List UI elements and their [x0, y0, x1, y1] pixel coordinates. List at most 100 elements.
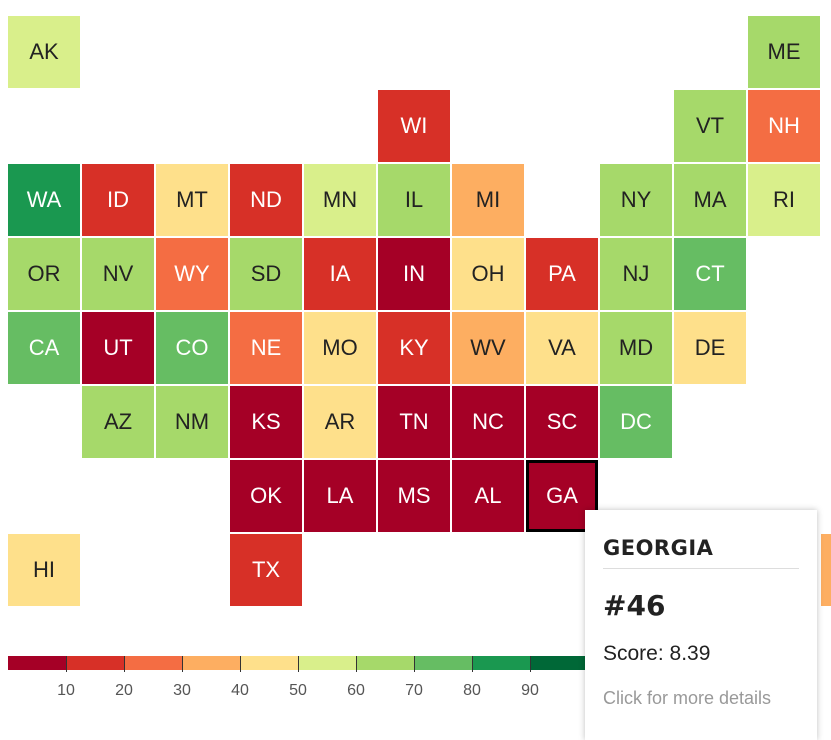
- state-tile-co[interactable]: CO: [156, 312, 228, 384]
- legend-tick: [356, 656, 357, 672]
- legend-tick-label: 80: [463, 682, 481, 699]
- legend-swatch: [356, 656, 414, 670]
- state-label: MD: [618, 335, 654, 360]
- state-label: CO: [175, 335, 209, 360]
- state-tile-pa[interactable]: PA: [526, 238, 598, 310]
- state-tile-tn[interactable]: TN: [378, 386, 450, 458]
- state-tile-wv[interactable]: WV: [452, 312, 524, 384]
- state-label: TX: [251, 557, 281, 582]
- state-tile-wi[interactable]: WI: [378, 90, 450, 162]
- state-tile-in[interactable]: IN: [378, 238, 450, 310]
- state-tile-ri[interactable]: RI: [748, 164, 820, 236]
- legend-swatch: [8, 656, 66, 670]
- state-tile-ks[interactable]: KS: [230, 386, 302, 458]
- state-tile-oh[interactable]: OH: [452, 238, 524, 310]
- state-tile-nj[interactable]: NJ: [600, 238, 672, 310]
- state-label: ID: [107, 187, 129, 212]
- state-tile-ga[interactable]: GA: [526, 460, 598, 532]
- state-tile-ca[interactable]: CA: [8, 312, 80, 384]
- state-label: ME: [767, 39, 801, 64]
- state-tile-nm[interactable]: NM: [156, 386, 228, 458]
- state-label: NM: [174, 409, 210, 434]
- state-tile-tx[interactable]: TX: [230, 534, 302, 606]
- state-tile-fl[interactable]: [821, 534, 831, 606]
- state-tile-az[interactable]: AZ: [82, 386, 154, 458]
- state-label: TN: [399, 409, 429, 434]
- state-label: AZ: [103, 409, 133, 434]
- legend-tick-label: 60: [347, 682, 365, 699]
- state-tile-la[interactable]: LA: [304, 460, 376, 532]
- state-tile-id[interactable]: ID: [82, 164, 154, 236]
- tooltip-rank: #46: [603, 589, 666, 622]
- state-tile-ms[interactable]: MS: [378, 460, 450, 532]
- state-tile-nv[interactable]: NV: [82, 238, 154, 310]
- state-tile-ar[interactable]: AR: [304, 386, 376, 458]
- state-label: CT: [695, 261, 725, 286]
- state-tooltip: GEORGIA #46 Score: 8.39 Click for more d…: [585, 510, 817, 740]
- state-label: AL: [474, 483, 502, 508]
- state-tile-nc[interactable]: NC: [452, 386, 524, 458]
- state-tile-ne[interactable]: NE: [230, 312, 302, 384]
- legend-tick: [530, 656, 531, 672]
- state-label: WA: [26, 187, 62, 212]
- state-tile-ia[interactable]: IA: [304, 238, 376, 310]
- state-label: PA: [548, 261, 576, 286]
- state-tile-ut[interactable]: UT: [82, 312, 154, 384]
- state-label: MO: [322, 335, 358, 360]
- state-tile-sd[interactable]: SD: [230, 238, 302, 310]
- state-tile-il[interactable]: IL: [378, 164, 450, 236]
- state-label: SC: [546, 409, 578, 434]
- state-label: OH: [471, 261, 505, 286]
- legend-tick-label: 50: [289, 682, 307, 699]
- state-tile-mo[interactable]: MO: [304, 312, 376, 384]
- state-label: IL: [404, 187, 424, 212]
- state-tile-md[interactable]: MD: [600, 312, 672, 384]
- state-label: NH: [768, 113, 800, 138]
- state-label: NE: [250, 335, 282, 360]
- state-label: KS: [251, 409, 281, 434]
- state-label: IN: [403, 261, 425, 286]
- state-label: GA: [546, 483, 578, 508]
- state-tile-wy[interactable]: WY: [156, 238, 228, 310]
- state-tile-al[interactable]: AL: [452, 460, 524, 532]
- state-label: KY: [399, 335, 429, 360]
- legend-swatch: [472, 656, 530, 670]
- state-tile-nh[interactable]: NH: [748, 90, 820, 162]
- color-scale-legend: 10 20 30 40 50 60 70 80 90: [8, 656, 588, 699]
- state-tile-mn[interactable]: MN: [304, 164, 376, 236]
- state-tile-ma[interactable]: MA: [674, 164, 746, 236]
- state-tile-ny[interactable]: NY: [600, 164, 672, 236]
- state-tile-de[interactable]: DE: [674, 312, 746, 384]
- state-tile-ct[interactable]: CT: [674, 238, 746, 310]
- legend-tick: [66, 656, 67, 672]
- state-tile-nd[interactable]: ND: [230, 164, 302, 236]
- state-tile-ak[interactable]: AK: [8, 16, 80, 88]
- state-label: NV: [102, 261, 134, 286]
- legend-tick: [298, 656, 299, 672]
- tooltip-state-name: GEORGIA: [603, 536, 799, 569]
- state-tile-map: AK ME WI VT NH WA ID MT ND MN IL MI NY MA RI OR NV WY SD IA…: [8, 16, 831, 606]
- tooltip-score: Score: 8.39: [603, 642, 711, 665]
- state-tile-or[interactable]: OR: [8, 238, 80, 310]
- state-tile-mt[interactable]: MT: [156, 164, 228, 236]
- state-tile-wa[interactable]: WA: [8, 164, 80, 236]
- tooltip-details-link[interactable]: Click for more details: [603, 688, 772, 708]
- legend-swatch: [530, 656, 588, 670]
- legend-tick: [414, 656, 415, 672]
- legend-swatch: [298, 656, 356, 670]
- legend-tick-label: 20: [115, 682, 133, 699]
- state-label: AK: [29, 39, 59, 64]
- state-label: OR: [27, 261, 61, 286]
- state-tile-hi[interactable]: HI: [8, 534, 80, 606]
- state-tile-me[interactable]: ME: [748, 16, 820, 88]
- state-label: MT: [176, 187, 208, 212]
- state-label: NC: [472, 409, 504, 434]
- state-tile-dc[interactable]: DC: [600, 386, 672, 458]
- state-tile-ky[interactable]: KY: [378, 312, 450, 384]
- state-label: CA: [28, 335, 60, 360]
- state-tile-mi[interactable]: MI: [452, 164, 524, 236]
- state-tile-sc[interactable]: SC: [526, 386, 598, 458]
- state-tile-vt[interactable]: VT: [674, 90, 746, 162]
- state-tile-ok[interactable]: OK: [230, 460, 302, 532]
- state-tile-va[interactable]: VA: [526, 312, 598, 384]
